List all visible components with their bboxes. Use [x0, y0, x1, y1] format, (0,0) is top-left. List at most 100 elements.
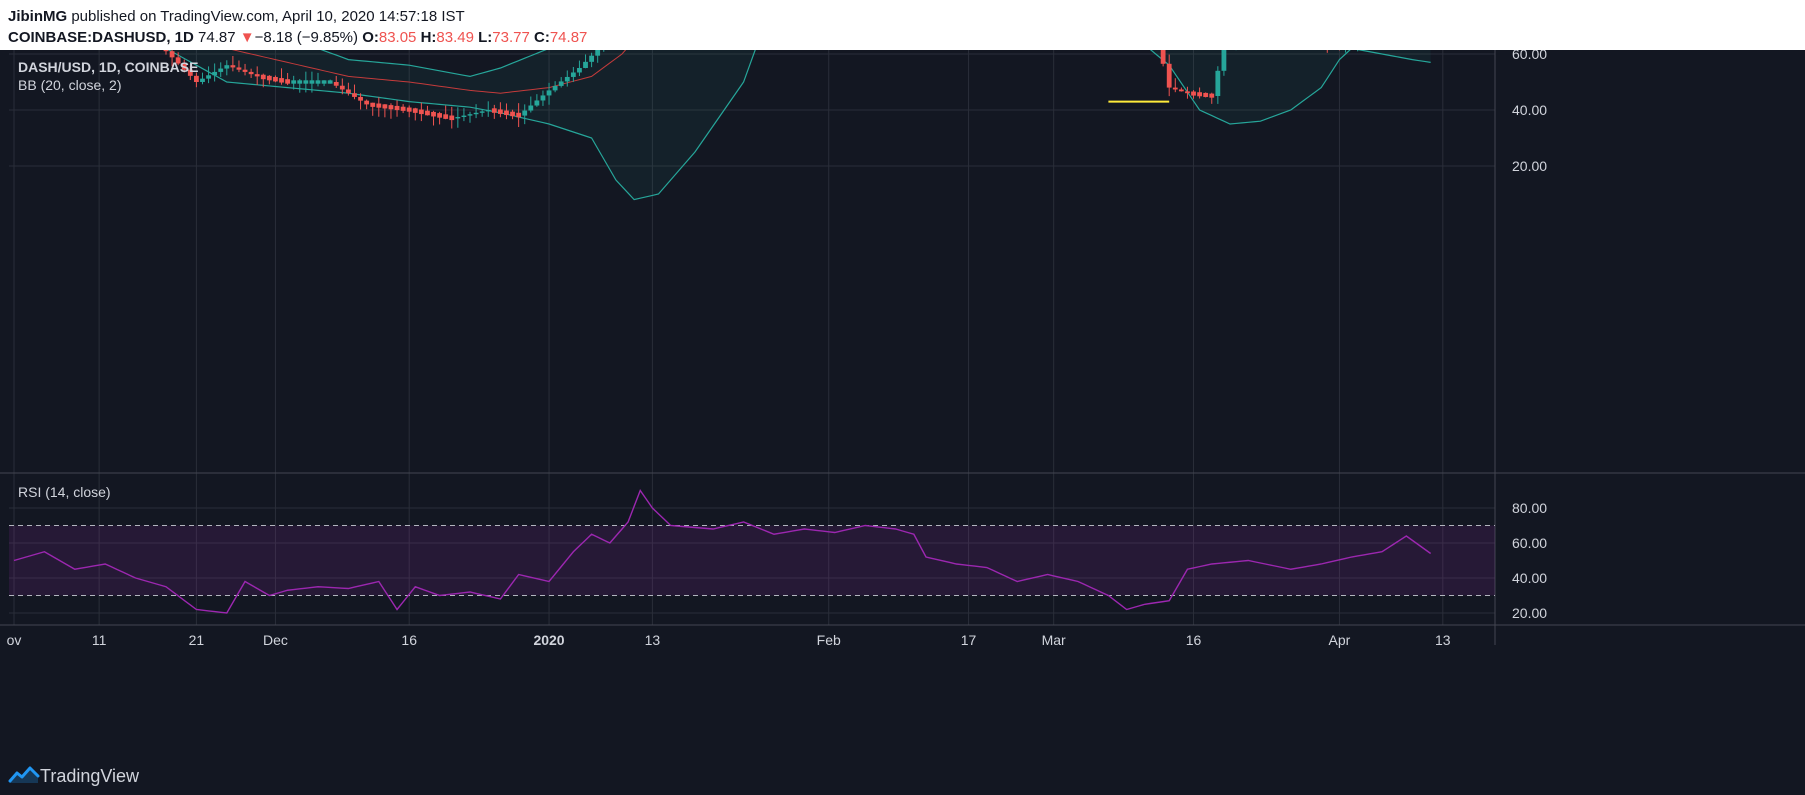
- rsi-line: [13, 489, 1432, 614]
- candle-body: [1178, 89, 1184, 92]
- candle-body: [1185, 91, 1190, 94]
- bb-basis-line: [231, 50, 627, 94]
- price-tick-label: 20.00: [1512, 158, 1547, 174]
- time-tick-label: Dec: [263, 632, 288, 648]
- candle-body: [558, 81, 564, 86]
- candle-body: [516, 112, 522, 118]
- candle-body: [431, 111, 436, 117]
- rsi-tick-label: 80.00: [1512, 500, 1547, 516]
- candle-body: [388, 105, 394, 110]
- candle-body: [437, 113, 442, 118]
- candle-body: [339, 85, 345, 90]
- high-value: 83.49: [436, 29, 474, 46]
- candle-body: [425, 110, 430, 116]
- candle-body: [218, 68, 224, 72]
- candle-body: [187, 69, 193, 76]
- candle-body: [382, 104, 388, 109]
- candle-body: [260, 74, 266, 80]
- candle-body: [491, 108, 497, 113]
- candle-body: [285, 79, 290, 84]
- rsi-axis: 80.00 60.00 40.00 20.00: [1512, 500, 1547, 621]
- candle-body: [1209, 93, 1215, 98]
- candle-body: [583, 61, 588, 68]
- time-tick-label: 13: [645, 632, 661, 648]
- candle-body: [279, 78, 284, 83]
- bb-lower-line: [167, 50, 1431, 201]
- candle-body: [194, 75, 199, 82]
- candle-body: [570, 72, 576, 77]
- time-tick-label: Feb: [817, 632, 841, 648]
- chart-area[interactable]: 9.86 (15.17%) 986DASH/USD, 1D, COINBASEB…: [0, 50, 1805, 755]
- candle-body: [564, 76, 570, 82]
- candle-body: [546, 90, 552, 96]
- candle-body: [273, 76, 278, 82]
- candle-body: [370, 102, 376, 107]
- candle-body: [266, 75, 272, 81]
- open-label: O:: [362, 29, 379, 46]
- candle-body: [303, 80, 309, 84]
- symbol-info: COINBASE:DASHUSD, 1D 74.87 ▼−8.18 (−9.85…: [8, 29, 587, 46]
- rsi-tick-label: 20.00: [1512, 605, 1547, 621]
- price-tick-label: 60.00: [1512, 50, 1547, 62]
- author-name[interactable]: JibinMG: [8, 8, 68, 25]
- time-tick-label: ov: [7, 632, 22, 648]
- rsi-label: RSI (14, close): [18, 484, 111, 500]
- rsi-tick-label: 60.00: [1512, 535, 1547, 551]
- candle-body: [206, 75, 211, 79]
- close-label: C:: [534, 29, 550, 46]
- candle-body: [485, 110, 491, 112]
- candle-body: [242, 69, 248, 72]
- candle-body: [358, 96, 363, 101]
- candle-body: [212, 71, 218, 76]
- brand-name: TradingView: [40, 766, 140, 786]
- bb-band-fill: [168, 50, 1431, 200]
- candle-body: [540, 95, 546, 101]
- candles: [163, 50, 1365, 129]
- candle-body: [315, 80, 321, 84]
- time-tick-label: 21: [189, 632, 205, 648]
- candle-body: [589, 55, 594, 62]
- candle-body: [522, 110, 528, 116]
- candle-body: [504, 110, 509, 116]
- low-value: 73.77: [492, 29, 530, 46]
- time-axis: ov 11 21 Dec 16 2020 13 Feb 17 Mar 16 Apr 13: [7, 632, 1451, 648]
- candle-body: [297, 80, 303, 84]
- candle-body: [163, 50, 169, 52]
- candle-body: [479, 111, 485, 113]
- grid: [9, 50, 1495, 625]
- candle-body: [552, 85, 558, 91]
- last-price: 74.87: [198, 29, 236, 46]
- change-arrow-icon: ▼: [239, 29, 255, 46]
- low-label: L:: [478, 29, 493, 46]
- candle-body: [230, 65, 236, 68]
- candle-body: [577, 68, 582, 73]
- candle-body: [309, 80, 315, 84]
- time-tick-label: Mar: [1042, 632, 1066, 648]
- candle-body: [455, 117, 461, 119]
- close-value: 74.87: [549, 29, 588, 46]
- candle-body: [473, 112, 479, 115]
- candle-body: [248, 71, 254, 75]
- candle-body: [510, 111, 515, 117]
- candle-body: [1203, 92, 1209, 97]
- candle-body: [181, 63, 187, 70]
- tradingview-logo-icon: [8, 766, 40, 783]
- high-label: H:: [420, 29, 437, 46]
- candle-body: [1215, 70, 1221, 96]
- published-text: published on TradingView.com, April 10, …: [71, 8, 465, 25]
- candle-body: [394, 105, 400, 111]
- candle-body: [346, 89, 351, 94]
- candle-body: [175, 57, 181, 64]
- candle-body: [352, 93, 357, 97]
- candle-body: [376, 103, 382, 108]
- candle-body: [1221, 50, 1227, 71]
- candle-body: [321, 80, 327, 84]
- candle-body: [333, 82, 339, 86]
- candle-body: [200, 78, 205, 82]
- candle-body: [169, 51, 175, 58]
- time-tick-label: 11: [92, 632, 107, 648]
- price-change: −8.18 (−9.85%): [254, 29, 359, 46]
- publish-header: JibinMG published on TradingView.com, Ap…: [0, 0, 1805, 50]
- candle-body: [400, 106, 406, 111]
- time-tick-label: 13: [1435, 632, 1451, 648]
